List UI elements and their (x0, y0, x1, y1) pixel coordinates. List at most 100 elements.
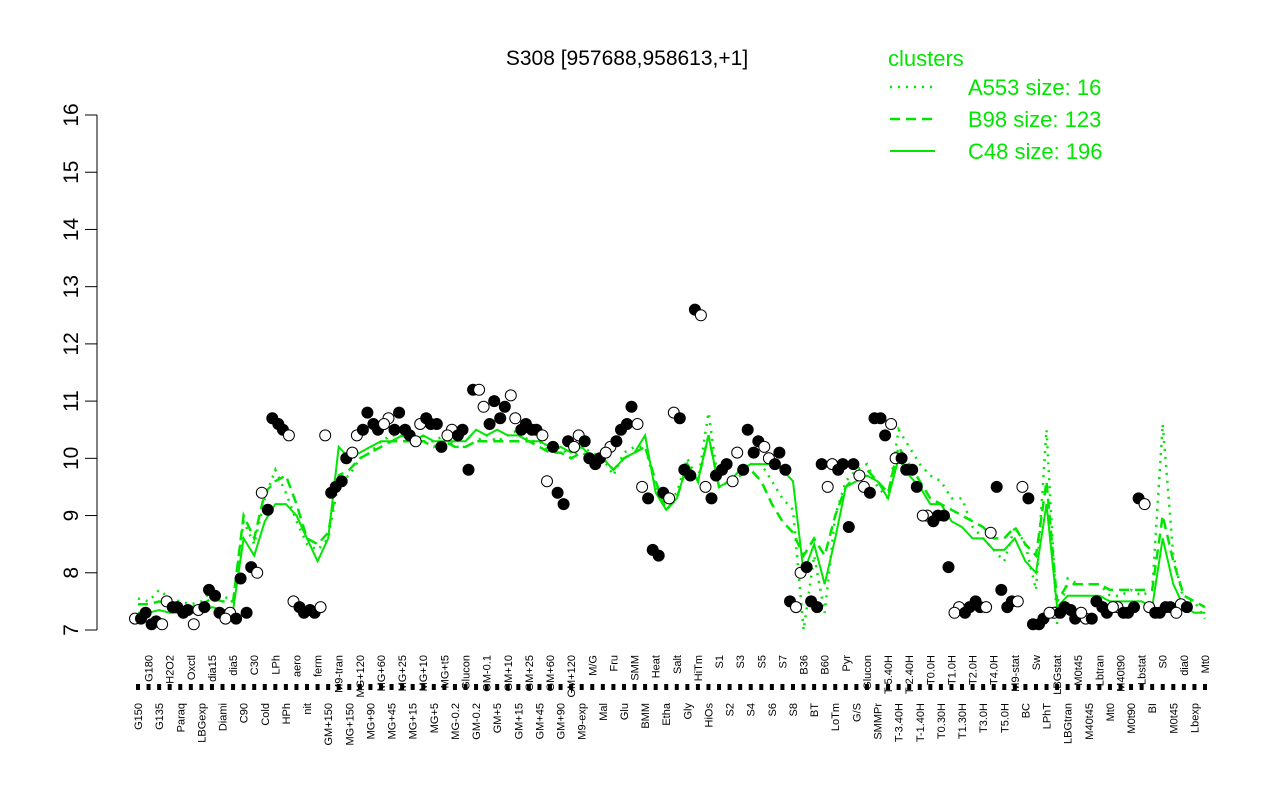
x-tick-label: M9-tran (334, 655, 346, 693)
x-tick-label: dia15 (207, 655, 219, 682)
x-tick-label: T-1.40H (915, 703, 927, 742)
data-point (874, 412, 887, 425)
data-point (948, 606, 961, 619)
data-point (219, 612, 232, 625)
x-tick-label: HiOs (703, 703, 715, 728)
x-tick-label: GM+120 (566, 655, 578, 698)
data-point (885, 418, 898, 430)
data-point (910, 480, 923, 493)
x-tick-label: SMM (630, 655, 642, 681)
x-tick-label: Lbexp (1189, 703, 1201, 733)
data-point (494, 412, 507, 425)
data-point (1106, 601, 1119, 614)
data-point (663, 492, 676, 505)
data-point (625, 400, 638, 413)
data-point (198, 601, 211, 614)
x-tick-label: G/S (851, 703, 863, 722)
data-point (821, 480, 834, 493)
data-point (166, 601, 179, 614)
x-tick-label: SMMPr (873, 703, 885, 740)
x-tick-label: M0t45 (1073, 655, 1085, 686)
x-tick-label: MG-0.2 (450, 703, 462, 740)
data-point (737, 463, 750, 476)
data-point (758, 440, 771, 453)
data-point (388, 423, 401, 436)
data-point (916, 509, 929, 522)
data-point (1170, 606, 1183, 619)
data-point (515, 423, 528, 436)
x-tick-label: Glucon (460, 655, 472, 690)
x-tick-label: GM+90 (556, 703, 568, 739)
data-point (779, 463, 792, 476)
data-point (879, 429, 892, 442)
data-point (451, 429, 464, 442)
data-point (927, 515, 940, 528)
x-tick-label: S0 (1158, 655, 1170, 668)
x-tick-label: Fru (608, 655, 620, 672)
x-tick-label: GM+10 (503, 655, 515, 691)
x-tick-label: T1.0H (946, 655, 958, 685)
data-point (346, 446, 359, 459)
data-point (251, 566, 264, 579)
data-point (361, 406, 374, 419)
x-tick-label: GM-0.1 (482, 655, 494, 692)
data-point (599, 446, 612, 459)
data-point (589, 458, 602, 471)
x-tick-label: S5 (756, 655, 768, 668)
data-point (568, 440, 581, 453)
data-point (1128, 601, 1140, 614)
x-tick-label: HiTm (693, 655, 705, 681)
x-tick-label: LPhT (1042, 703, 1054, 730)
x-tick-label: M40t90 (1115, 655, 1127, 692)
data-point (1016, 480, 1029, 493)
x-tick-label: MG+25 (397, 655, 409, 691)
x-tick-label: dia0 (1179, 655, 1191, 676)
data-point (984, 526, 997, 539)
y-tick-label: 14 (60, 217, 83, 241)
data-point (441, 429, 454, 442)
data-point (1149, 606, 1162, 619)
data-point (319, 429, 332, 442)
data-point (325, 486, 338, 499)
data-point (335, 475, 348, 488)
x-tick-label: S4 (746, 703, 758, 716)
x-tick-label: MG+10 (418, 655, 430, 691)
x-tick-label: T5.0H (999, 703, 1011, 733)
x-tick-label: M9-stat (1010, 655, 1022, 692)
x-tick-label: Mt0 (1200, 655, 1212, 673)
data-point (741, 423, 754, 436)
x-tick-label: MG+15 (408, 703, 420, 739)
data-point (969, 595, 982, 608)
data-point (435, 440, 448, 453)
x-tick-label: HPh (281, 703, 293, 724)
data-point (1159, 601, 1172, 614)
legend-label: A553 size: 16 (968, 75, 1101, 100)
y-tick-label: 11 (60, 390, 83, 412)
x-tick-label: BMM (640, 703, 652, 729)
legend: clusters A553 size: 16 B98 size: 123 C48 s… (888, 46, 1103, 164)
x-tick-label: BI (1147, 703, 1159, 713)
x-tick-label: Pyr (841, 655, 853, 672)
data-point (536, 429, 549, 442)
chart-title: S308 [957688,958613,+1] (506, 47, 748, 70)
x-tick-label: T3.0H (978, 703, 990, 733)
legend-title: clusters (888, 46, 964, 71)
x-tick-label: BC (1020, 703, 1032, 718)
data-point (430, 418, 443, 430)
x-tick-label: LBGtran (1063, 703, 1075, 744)
x-tick-label: T-2.40H (904, 655, 916, 694)
x-tick-label: LPh (270, 655, 282, 675)
data-point (509, 412, 522, 425)
data-point (716, 463, 728, 476)
series-line-solid (138, 428, 1205, 614)
data-point (815, 458, 828, 471)
x-tick-label: M0t90 (1126, 703, 1138, 734)
x-tick-label: T0.30H (936, 703, 948, 739)
data-point (1117, 606, 1130, 619)
data-point (937, 509, 950, 522)
x-tick-label: M/G (587, 655, 599, 676)
x-tick-label: LBGexp (196, 703, 208, 743)
x-tick-label: GM+60 (545, 655, 557, 691)
x-tick-label: MG+t5 (439, 655, 451, 688)
x-axis: G150 G180 G135 H2O2 Paraq Oxctl LBGexp dia15 Dia… (133, 655, 1212, 746)
